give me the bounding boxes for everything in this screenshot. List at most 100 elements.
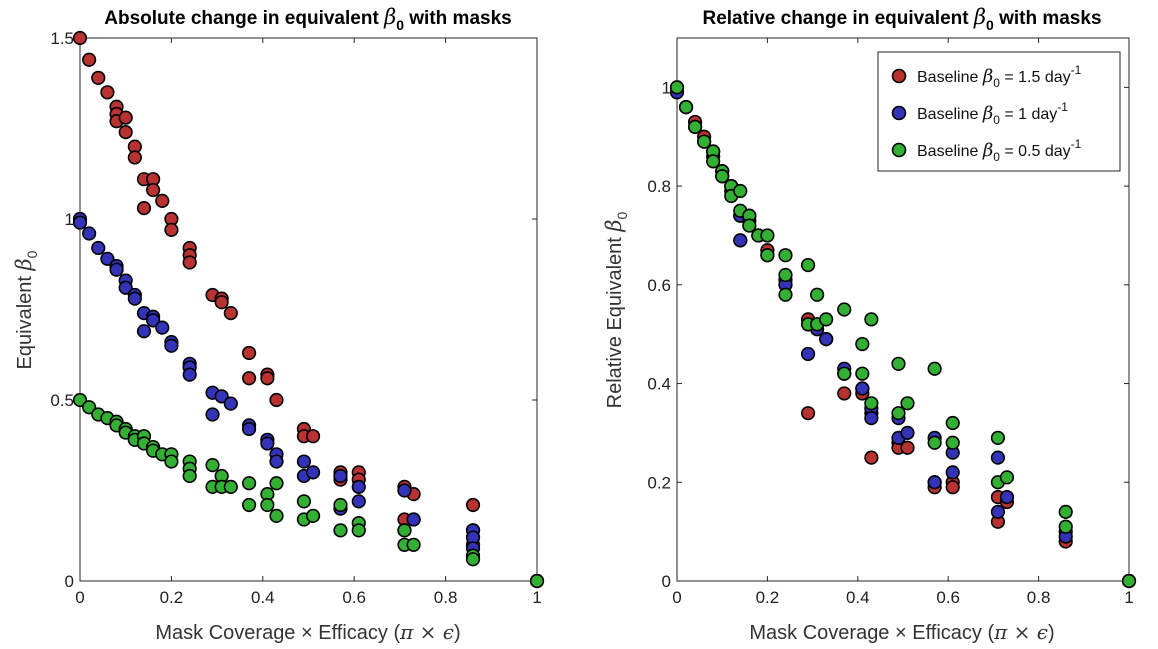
left-x-tick-label: 0.2 <box>160 588 184 607</box>
right-point-blue <box>990 450 1006 465</box>
right-y-tick-label: 0.2 <box>647 473 671 492</box>
left-point-green <box>269 476 284 491</box>
left-point-blue <box>118 280 133 295</box>
right-point-green <box>733 183 748 199</box>
left-point-red <box>91 70 106 85</box>
left-point-green <box>72 392 88 408</box>
left-y-tick-label: 1.5 <box>50 29 74 48</box>
left-y-tick-label: 1 <box>65 210 74 229</box>
left-y-axis-label: Equivalent β0 <box>12 250 40 369</box>
right-point-red <box>900 440 915 455</box>
left-point-green <box>241 497 257 513</box>
left-point-green <box>529 573 545 589</box>
right-point-green <box>855 336 870 352</box>
left-point-blue <box>136 324 152 339</box>
left-point-green <box>333 497 348 513</box>
left-point-red <box>269 392 284 408</box>
left-point-green <box>82 400 97 415</box>
left-point-blue <box>223 396 238 411</box>
right-y-tick-label: 1 <box>662 78 671 97</box>
right-point-blue <box>855 381 870 396</box>
left-point-red <box>118 110 133 125</box>
left-point-blue <box>100 251 115 266</box>
left-point-red <box>214 295 229 310</box>
left-point-red <box>82 52 97 67</box>
right-point-green <box>864 396 879 411</box>
left-point-green <box>351 523 366 538</box>
right-y-axis-label: Relative Equivalent β0 <box>602 211 630 408</box>
left-point-green <box>465 552 481 567</box>
left-point-blue <box>333 468 348 484</box>
left-point-green <box>397 523 412 538</box>
right-point-green <box>927 361 942 376</box>
right-point-green <box>778 248 793 263</box>
right-point-red <box>864 450 879 465</box>
left-x-tick-label: 1 <box>532 588 541 607</box>
right-point-green <box>891 406 906 421</box>
right-point-green <box>945 415 960 431</box>
right-x-tick-label: 0.4 <box>846 588 870 607</box>
left-points <box>72 30 545 589</box>
left-x-axis-label: Mask Coverage × Efficacy (π × ϵ) <box>155 620 460 644</box>
left-ticks: 0 0.2 0.4 0.6 0.8 1 0 0.5 1 1.5 <box>50 29 541 607</box>
left-point-red <box>146 182 161 198</box>
left-point-blue <box>241 421 257 437</box>
left-point-red <box>465 497 481 513</box>
right-y-tick-label: 0.4 <box>647 375 671 394</box>
right-point-green <box>800 257 816 273</box>
left-y-tick-label: 0.5 <box>50 391 74 410</box>
left-y-tick-label: 0 <box>65 572 74 591</box>
right-point-blue <box>945 465 960 480</box>
left-point-red <box>241 371 257 386</box>
right-point-blue <box>864 411 879 426</box>
legend-marker-green <box>891 142 907 158</box>
left-point-red <box>260 371 275 386</box>
left-point-red <box>72 30 88 46</box>
right-point-blue <box>819 332 834 347</box>
right-point-green <box>990 430 1006 445</box>
left-point-green <box>223 479 238 494</box>
right-point-green <box>742 218 757 233</box>
left-point-red <box>305 429 321 444</box>
left-point-blue <box>351 479 366 494</box>
right-point-red <box>837 386 852 401</box>
left-point-blue <box>214 389 229 404</box>
right-point-green <box>697 134 712 149</box>
right-y-tick-label: 0 <box>662 572 671 591</box>
left-point-green <box>164 454 179 469</box>
right-point-green <box>864 312 879 327</box>
right-point-green <box>760 228 775 243</box>
right-x-tick-label: 0 <box>672 588 681 607</box>
legend-label-2: Baseline β0 = 1 day-1 <box>917 100 1068 127</box>
left-point-blue <box>269 454 284 469</box>
right-point-green <box>1058 504 1073 519</box>
left-point-blue <box>127 291 142 306</box>
left-x-tick-label: 0 <box>75 588 84 607</box>
left-point-blue <box>296 454 312 469</box>
left-point-blue <box>146 313 161 328</box>
left-point-red <box>155 193 170 208</box>
legend-entry-1: Baseline β0 = 1.5 day-1 <box>891 63 1082 90</box>
right-point-green <box>778 287 793 302</box>
left-point-green <box>296 494 312 509</box>
right-point-green <box>900 396 915 411</box>
right-point-blue <box>800 346 816 362</box>
right-point-green <box>945 435 960 450</box>
left-point-red <box>241 345 257 361</box>
legend-marker-red <box>891 68 907 84</box>
legend-marker-blue <box>891 105 907 121</box>
right-point-green <box>855 366 870 381</box>
left-point-blue <box>72 215 88 230</box>
left-point-blue <box>205 407 220 422</box>
right-point-blue <box>900 425 915 441</box>
legend-box <box>877 51 1121 172</box>
left-x-tick-label: 0.4 <box>251 588 275 607</box>
right-point-green <box>837 302 852 317</box>
right-point-green <box>999 470 1015 485</box>
left-plot-frame <box>79 37 538 582</box>
right-x-tick-label: 1 <box>1124 588 1133 607</box>
left-point-red <box>182 255 197 270</box>
right-y-tick-label: 0.6 <box>647 276 671 295</box>
left-point-blue <box>91 240 106 256</box>
